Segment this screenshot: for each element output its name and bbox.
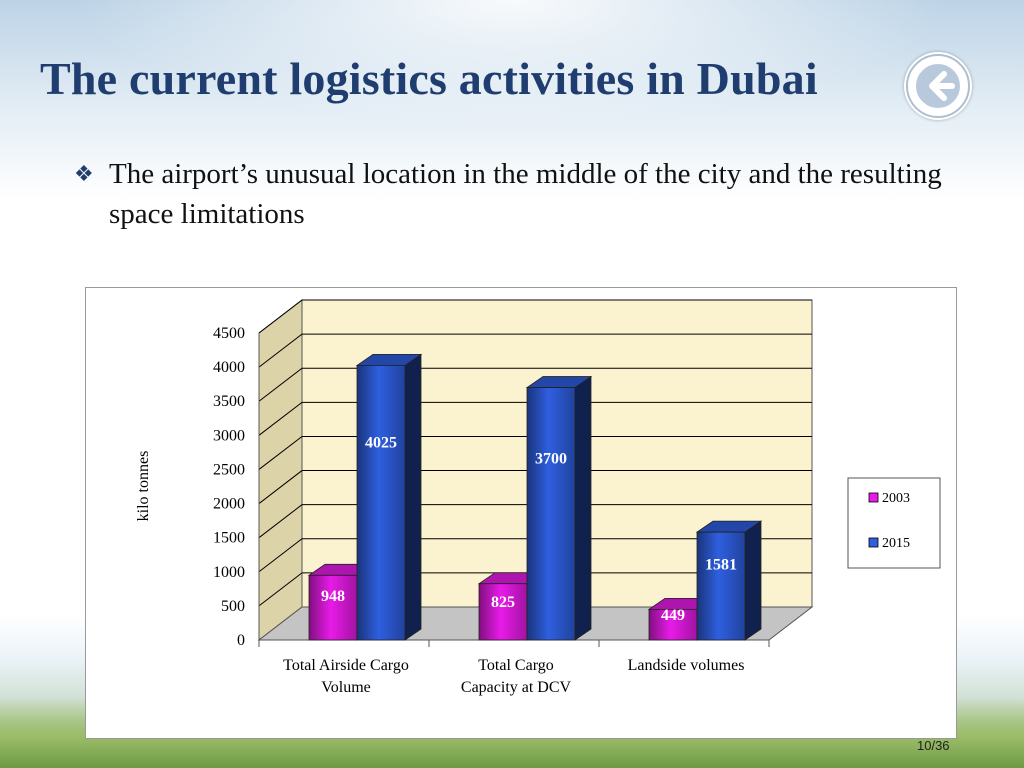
y-tick-label: 1500: [213, 530, 245, 547]
gridline: [258, 401, 812, 436]
bar-front: [356, 365, 406, 641]
x-tick-label: Landside volumes: [628, 657, 745, 674]
y-axis-label: kilo tonnes: [135, 451, 152, 522]
bullet-point: ❖ The airport’s unusual location in the …: [74, 154, 974, 234]
bar-2015-1: [355, 353, 423, 641]
bar-2015-3: [695, 520, 763, 641]
legend-box: [847, 477, 941, 569]
legend-swatch-2015: [868, 537, 879, 548]
y-tick-label: 0: [237, 632, 245, 649]
y-tick-label: 3500: [213, 393, 245, 410]
bar-2015-2: [525, 375, 593, 641]
data-label: 3700: [535, 451, 567, 468]
bar-front: [648, 608, 698, 641]
bullet-diamond-icon: ❖: [74, 161, 94, 186]
bar-front: [478, 583, 528, 641]
bar-front: [696, 531, 746, 641]
y-tick-label: 4500: [213, 325, 245, 342]
gridline: [258, 435, 812, 470]
bar-chart: 0 500 1000 1500 2000 2500 3000 3500 4000 4500 kilo…: [135, 298, 941, 696]
gridline: [258, 367, 812, 402]
y-tick-label: 500: [221, 598, 245, 615]
data-label: 948: [321, 588, 345, 605]
bar-side: [404, 353, 422, 641]
data-label: 449: [661, 607, 685, 624]
gridline: [258, 504, 812, 539]
bar-front: [526, 387, 576, 641]
x-tick-label: Total Cargo Capacity at DCV: [461, 657, 572, 696]
y-tick-label: 3000: [213, 427, 245, 444]
bar-side: [744, 520, 762, 641]
slide-title: The current logistics activities in Duba…: [40, 53, 818, 104]
gridline: [258, 538, 812, 573]
y-tick-label: 1000: [213, 564, 245, 581]
gridline: [258, 572, 812, 607]
gridline: [258, 333, 812, 368]
gridline: [258, 470, 812, 504]
bullet-text: The airport’s unusual location in the mi…: [109, 158, 942, 230]
legend-swatch-2003: [868, 492, 879, 503]
bar-front: [308, 574, 358, 641]
legend-label-2015: 2015: [882, 536, 910, 551]
bar-side: [574, 375, 592, 641]
back-button[interactable]: [904, 52, 972, 120]
data-label: 1581: [705, 556, 737, 573]
y-tick-label: 2000: [213, 496, 245, 513]
y-tick-label: 2500: [213, 461, 245, 478]
x-tick-label: Total Airside Cargo Volume: [283, 657, 409, 696]
gridline: [258, 299, 812, 334]
y-tick-label: 4000: [213, 359, 245, 376]
data-label: 825: [491, 594, 515, 611]
left-arrow-circle-icon: [906, 54, 970, 118]
page-number: 10/36: [917, 738, 950, 753]
chart-frame: 0 500 1000 1500 2000 2500 3000 3500 4000 4500 kilo…: [85, 287, 957, 739]
data-label: 4025: [365, 435, 397, 452]
legend-label-2003: 2003: [882, 491, 910, 506]
